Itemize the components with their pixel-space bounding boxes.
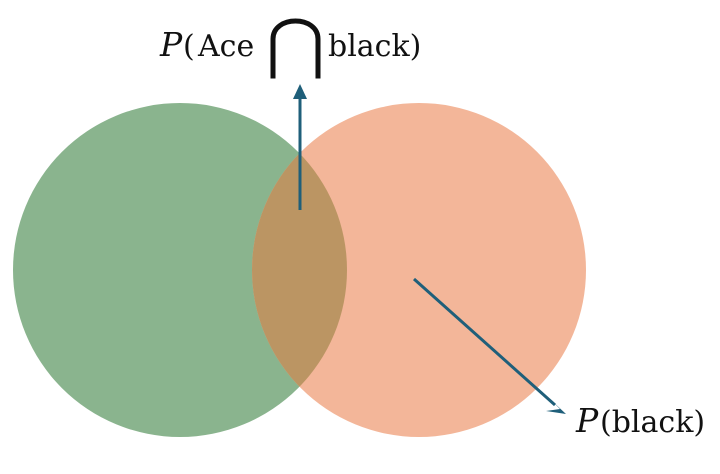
intersection-open-paren: ( — [183, 29, 195, 64]
black-circle — [252, 103, 586, 437]
intersection-symbol — [270, 18, 321, 79]
black-probability-label: P (black) — [575, 401, 705, 440]
black-p-symbol: P — [575, 401, 599, 440]
intersection-right-term: black) — [328, 29, 421, 64]
ace-circle — [13, 103, 347, 437]
intersection-left-term: Ace — [197, 29, 254, 64]
black-arrow-head — [546, 400, 566, 414]
black-arrow-line — [413, 277, 556, 407]
intersection-probability-label: P ( Ace black) — [159, 18, 421, 79]
intersection-arrow-head — [293, 84, 307, 99]
black-term: (black) — [600, 405, 705, 440]
intersection-p-symbol: P — [159, 25, 183, 64]
